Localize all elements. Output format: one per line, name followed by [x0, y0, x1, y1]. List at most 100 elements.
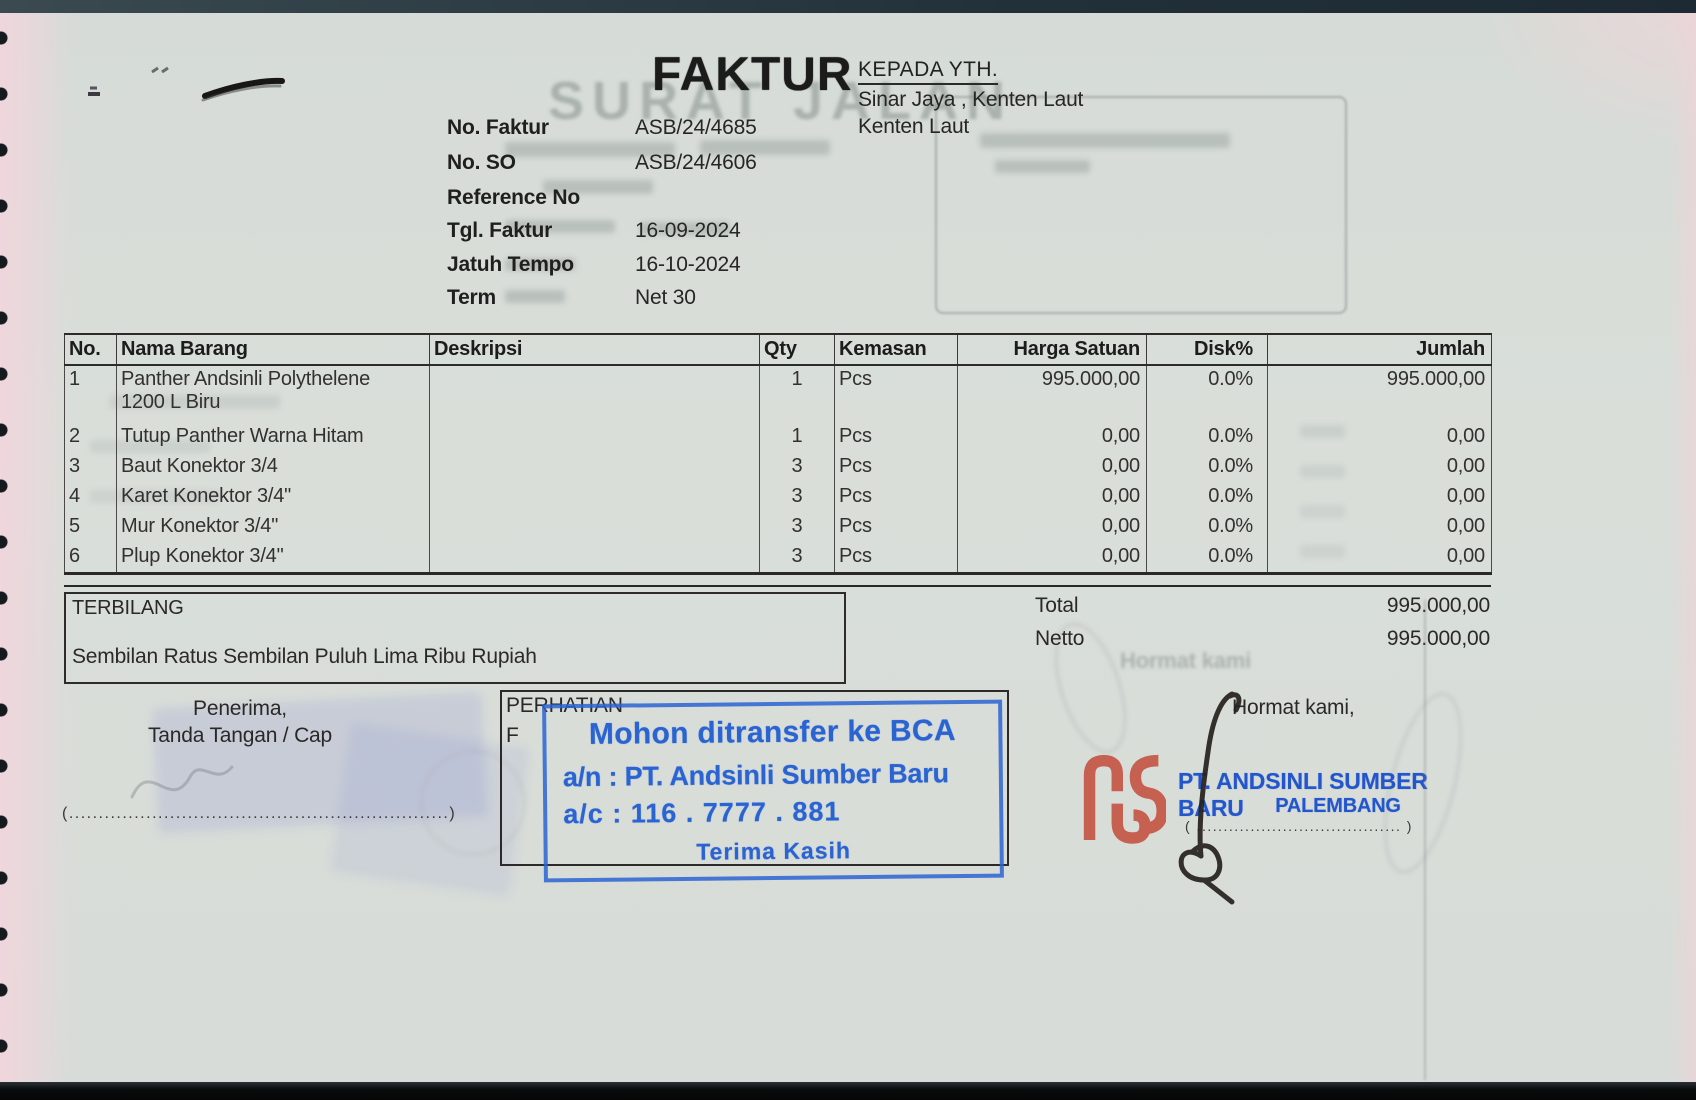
penerima-subtitle: Tanda Tangan / Cap — [148, 724, 332, 747]
bleed-ghost-line — [980, 133, 1230, 148]
cell-jumlah: 995.000,00 — [1267, 365, 1492, 423]
cell-harga: 0,00 — [957, 513, 1147, 543]
cell-disk: 0.0% — [1146, 365, 1268, 423]
cell-jumlah: 0,00 — [1267, 543, 1492, 575]
cell-no: 4 — [64, 483, 117, 513]
bleed-ghost-title: SURAT JALAN — [548, 71, 1013, 131]
stamp-line-account-number: a/c : 116 . 7777 . 881 — [563, 796, 841, 830]
total-label: Total — [1035, 594, 1079, 617]
cell-deskripsi — [429, 543, 760, 575]
col-kemasan: Kemasan — [834, 333, 958, 366]
no-so-value: ASB/24/4606 — [635, 151, 757, 174]
hormat-kami-label: Hormat kami, — [1232, 696, 1355, 719]
cell-nama: Tutup Panther Warna Hitam — [116, 423, 430, 453]
reference-label: Reference No — [447, 186, 580, 209]
term-label: Term — [447, 286, 496, 309]
cell-qty: 3 — [759, 453, 835, 483]
jatuh-tempo-label: Jatuh Tempo — [447, 253, 574, 276]
paper-crease — [1424, 600, 1426, 1080]
stamp-line-account-name: a/n : PT. Andsinli Sumber Baru — [562, 758, 950, 793]
cell-disk: 0.0% — [1146, 423, 1268, 453]
signature-line-left: (.......................................… — [62, 805, 457, 822]
scan-corner-top-right — [1476, 0, 1696, 150]
signature — [1178, 691, 1242, 905]
items-table: No. Nama Barang Deskripsi Qty Kemasan Ha… — [64, 333, 1492, 575]
cell-no: 6 — [64, 543, 117, 575]
cell-kemasan: Pcs — [834, 543, 958, 575]
penerima-title: Penerima, — [193, 697, 287, 720]
perhatian-box: PERHATIAN F — [500, 690, 1009, 866]
total-value: 995.000,00 — [1386, 594, 1490, 617]
tgl-faktur-value: 16-09-2024 — [635, 219, 741, 242]
cell-kemasan: Pcs — [834, 365, 958, 423]
scan-edge-right — [1670, 0, 1696, 1100]
cell-deskripsi — [429, 423, 760, 453]
stamp-line-thanks: Terima Kasih — [696, 837, 852, 865]
bleed-ghost-line — [640, 222, 730, 235]
cell-nama: Baut Konektor 3/4 — [116, 453, 430, 483]
bleed-ghost-line — [505, 220, 615, 233]
no-faktur-label: No. Faktur — [447, 116, 549, 139]
cell-harga: 0,00 — [957, 423, 1147, 453]
scan-edge-bottom — [0, 1082, 1696, 1100]
cell-no: 1 — [64, 365, 117, 423]
bleed-ghost-line — [543, 180, 653, 194]
terbilang-box: TERBILANG Sembilan Ratus Sembilan Puluh … — [64, 592, 846, 684]
cell-deskripsi — [429, 453, 760, 483]
col-qty: Qty — [759, 333, 835, 366]
no-faktur-value: ASB/24/4685 — [635, 116, 757, 139]
cell-harga: 995.000,00 — [957, 365, 1147, 423]
terbilang-label: TERBILANG — [72, 597, 184, 619]
perhatian-note: F — [506, 724, 519, 747]
cell-nama: Karet Konektor 3/4" — [116, 483, 430, 513]
company-logo — [1083, 754, 1166, 844]
bleed-ghost-line — [995, 160, 1090, 173]
table-bottom-rule — [64, 585, 1491, 587]
tgl-faktur-label: Tgl. Faktur — [447, 219, 553, 242]
netto-value: 995.000,00 — [1386, 627, 1490, 650]
cell-disk: 0.0% — [1146, 483, 1268, 513]
col-harga-satuan: Harga Satuan — [957, 333, 1147, 366]
table-header-row: No. Nama Barang Deskripsi Qty Kemasan Ha… — [64, 333, 1492, 366]
jatuh-tempo-value: 16-10-2024 — [635, 253, 741, 276]
company-stamp-name: PT. ANDSINLI SUMBER BARU — [1178, 768, 1428, 821]
faint-scribble — [130, 765, 234, 799]
signature-line-right: ( ......................................… — [1185, 818, 1413, 834]
cell-jumlah: 0,00 — [1267, 453, 1492, 483]
cell-qty: 3 — [759, 513, 835, 543]
cell-no: 5 — [64, 513, 117, 543]
col-deskripsi: Deskripsi — [429, 333, 760, 366]
col-no: No. — [64, 333, 117, 366]
cell-harga: 0,00 — [957, 483, 1147, 513]
col-jumlah: Jumlah — [1267, 333, 1492, 366]
recipient-label: KEPADA YTH. — [858, 58, 999, 85]
perhatian-label: PERHATIAN — [506, 694, 623, 717]
cell-disk: 0.0% — [1146, 543, 1268, 575]
payment-stamp: Mohon ditransfer ke BCA a/n : PT. Andsin… — [542, 699, 1004, 883]
col-nama-barang: Nama Barang — [116, 333, 430, 366]
bleed-ghost-box — [935, 96, 1347, 314]
company-stamp-city: PALEMBANG — [1275, 795, 1401, 817]
document-title: FAKTUR — [652, 47, 853, 100]
cell-deskripsi — [429, 513, 760, 543]
cell-harga: 0,00 — [957, 453, 1147, 483]
no-so-label: No. SO — [447, 151, 516, 174]
cell-jumlah: 0,00 — [1267, 483, 1492, 513]
cell-qty: 3 — [759, 543, 835, 575]
cell-qty: 1 — [759, 365, 835, 423]
cell-deskripsi — [429, 365, 760, 423]
col-disk: Disk% — [1146, 333, 1268, 366]
pen-stroke-mark — [88, 66, 285, 102]
cell-disk: 0.0% — [1146, 453, 1268, 483]
cell-qty: 1 — [759, 423, 835, 453]
cell-kemasan: Pcs — [834, 423, 958, 453]
bleed-ghost-line — [505, 290, 565, 303]
stamp-line-bank: Mohon ditransfer ke BCA — [588, 714, 957, 751]
cell-no: 2 — [64, 423, 117, 453]
bleed-ghost-line — [505, 142, 675, 157]
table-row: 2 Tutup Panther Warna Hitam 1 Pcs 0,00 0… — [64, 423, 1492, 453]
cell-kemasan: Pcs — [834, 483, 958, 513]
perforated-edge — [0, 10, 16, 1085]
recipient-line1: Sinar Jaya , Kenten Laut — [858, 88, 1084, 111]
scan-edge-top — [0, 0, 1696, 13]
